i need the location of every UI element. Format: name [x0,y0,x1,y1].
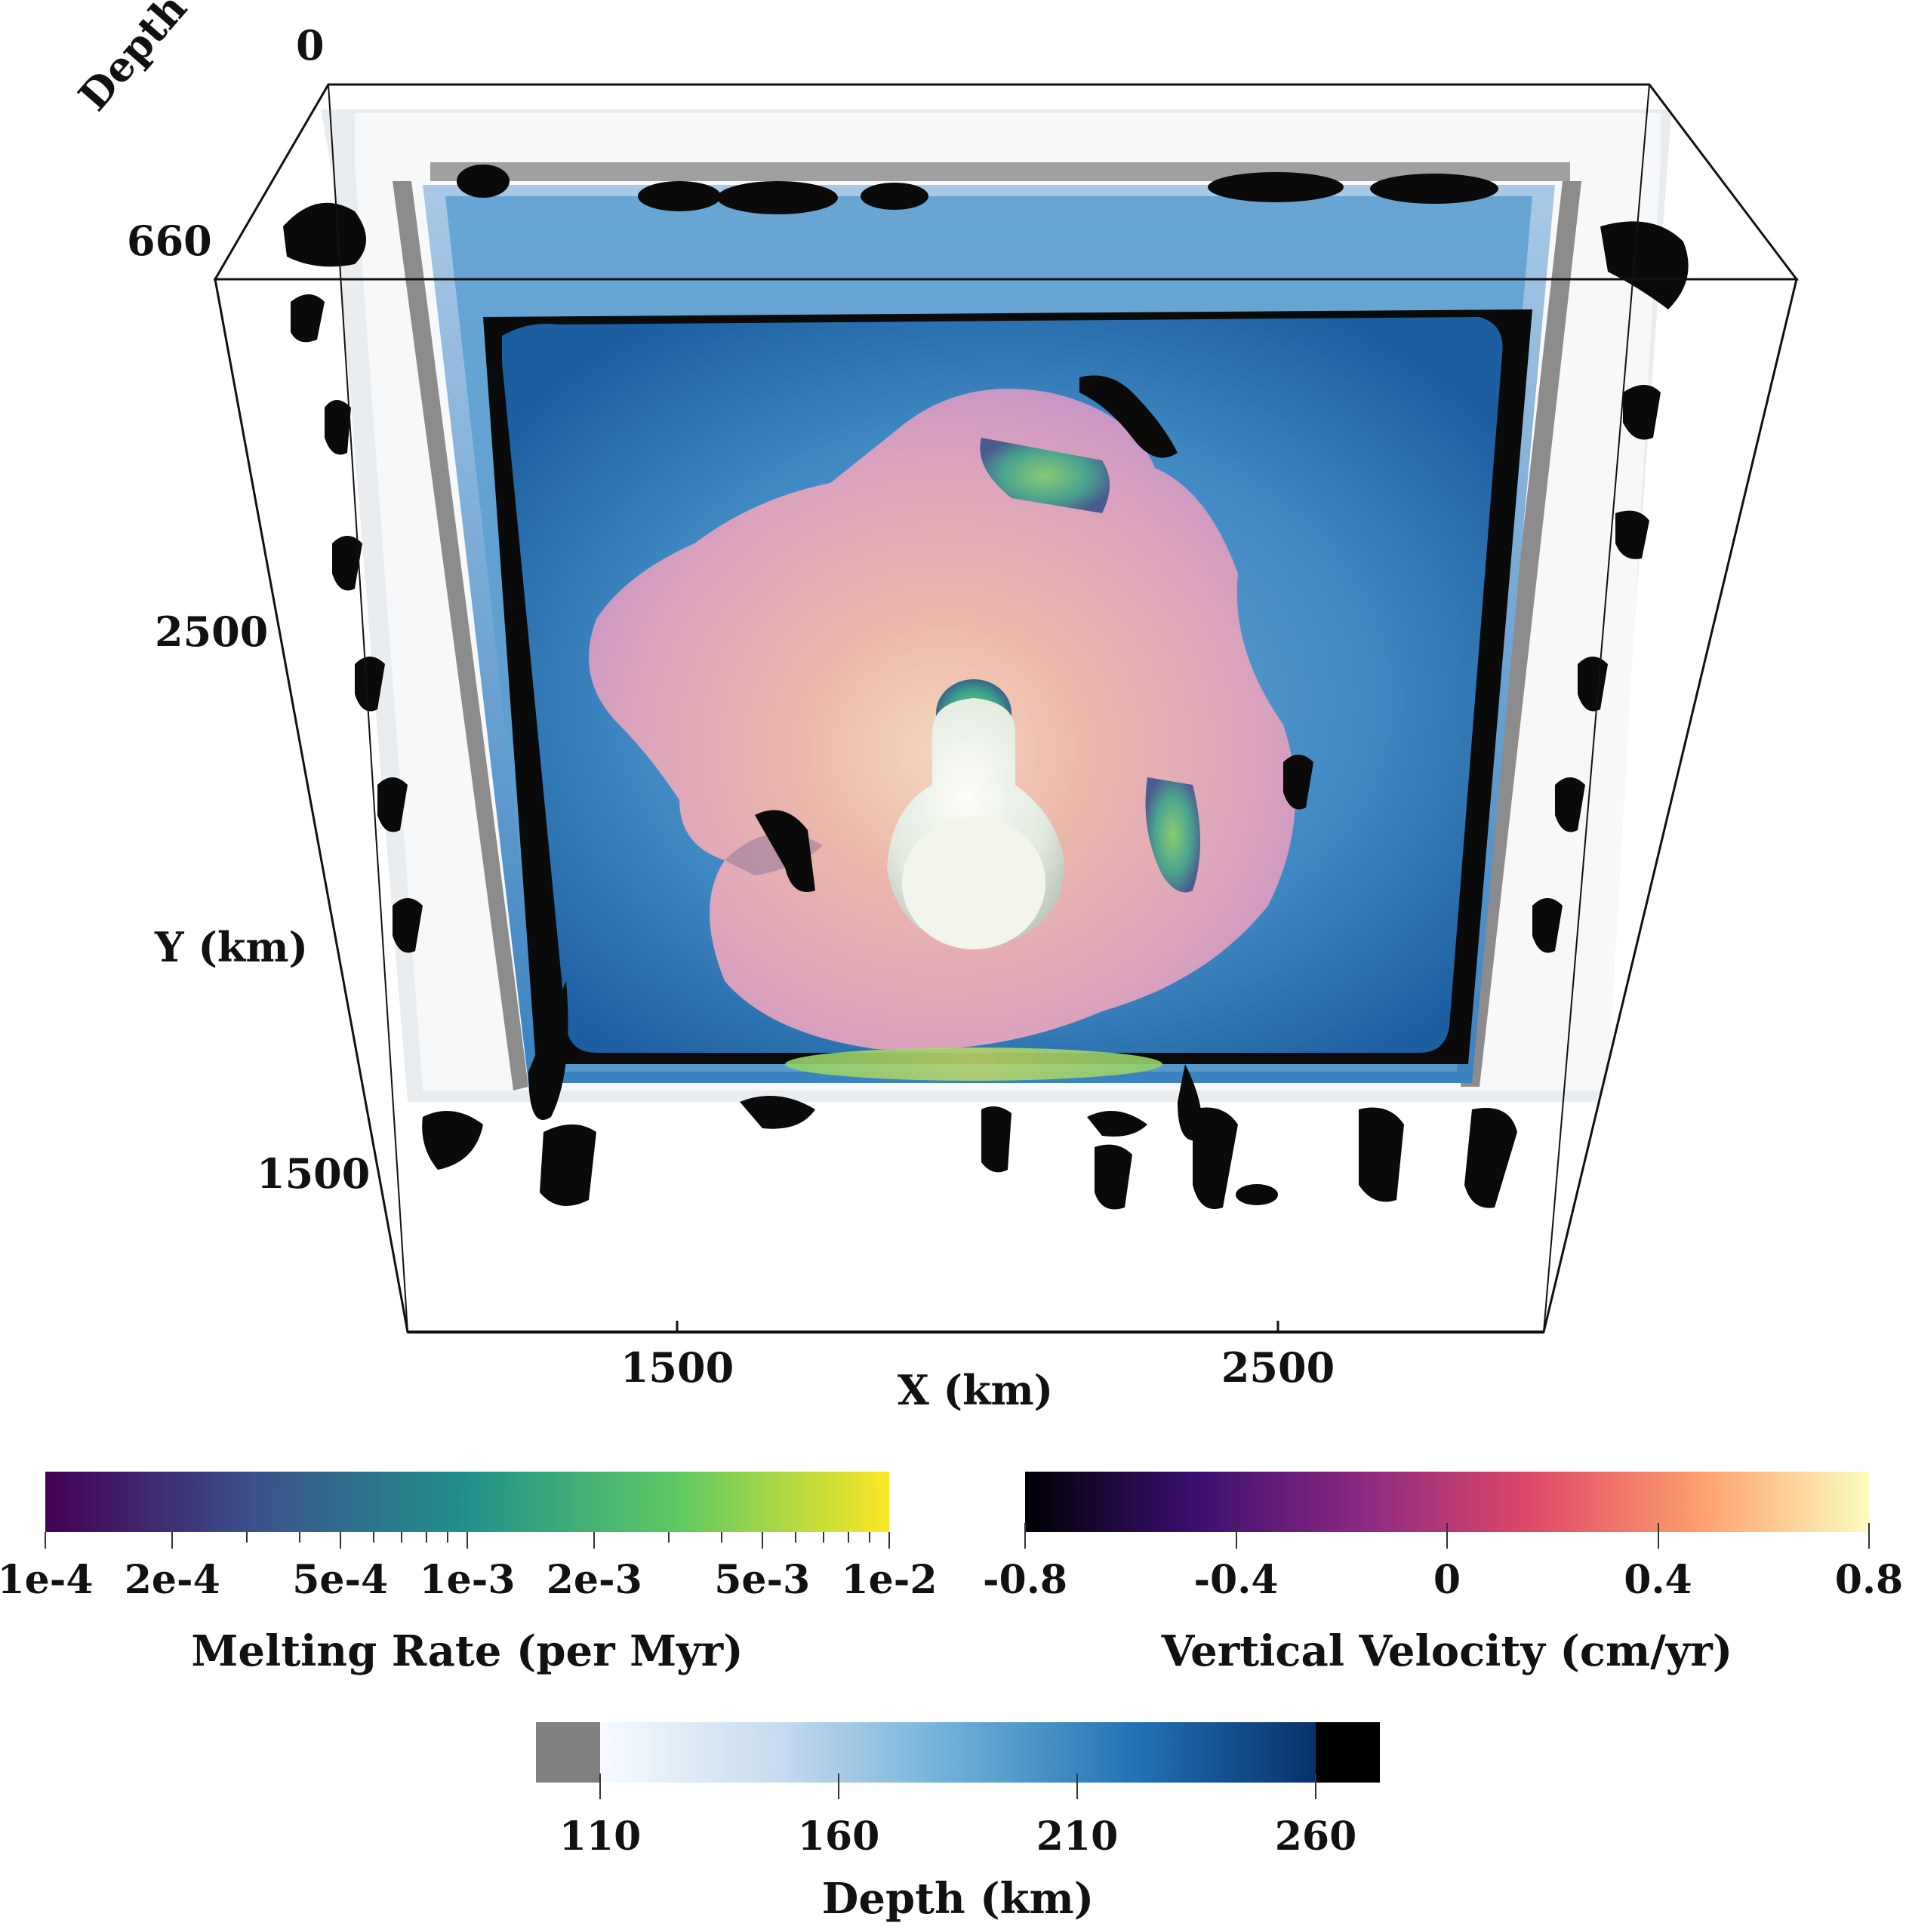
melting-rate-tick--3-2-mark [593,1532,596,1549]
melting-rate-tick--3-5-label: 5e-3 [714,1557,811,1603]
vertical-velocity-colorbar [1025,1472,1869,1532]
volume-render [213,83,1800,1334]
melting-rate-tick--4-8-mark [425,1532,427,1543]
melting-rate-tick--4-5-mark [339,1532,341,1549]
velocity-tick-4-label: 0.8 [1834,1557,1904,1603]
depth-colorbar [536,1722,1380,1783]
depth-tick-0-mark [599,1774,601,1799]
velocity-tick-3-mark [1657,1523,1659,1549]
melting-rate-tick--4-3-mark [245,1532,248,1543]
melting-rate-tick--4-4-mark [298,1532,300,1543]
velocity-tick-1-mark [1235,1523,1237,1549]
melting-rate-tick--3-5-mark [761,1532,763,1549]
melting-rate-tick--4-1-label: 1e-4 [0,1557,94,1603]
melting-rate-tick--4-5-label: 5e-4 [292,1557,389,1603]
velocity-tick-0-label: -0.8 [982,1557,1068,1603]
melting-rate-tick--2-1-mark [888,1532,890,1549]
y-axis-label: Y (km) [155,923,309,971]
depth-tick-1-label: 160 [797,1814,880,1860]
vertical-velocity-title: Vertical Velocity (cm/yr) [1161,1626,1733,1676]
x-axis-label: X (km) [897,1366,1054,1414]
melting-rate-tick--4-9-mark [447,1532,449,1543]
melting-rate-tick--4-7-mark [401,1532,403,1543]
melting-rate-tick--4-2-mark [171,1532,174,1549]
depth-tick-3-label: 260 [1274,1814,1357,1860]
velocity-tick-2-label: 0 [1433,1557,1461,1603]
y-tick-2500: 2500 [155,608,269,656]
melting-rate-tick--2-1-label: 1e-2 [841,1557,938,1603]
melting-rate-tick--4-2-label: 2e-4 [124,1557,220,1603]
melting-rate-tick--3-1-label: 1e-3 [419,1557,516,1603]
melting-rate-tick--3-1-mark [466,1532,468,1549]
melting-rate-tick--4-1-mark [45,1532,46,1549]
depth-tick-660: 660 [127,217,212,265]
velocity-tick-4-mark [1868,1523,1870,1549]
depth-tick-1-mark [838,1774,839,1799]
depth-tick-0-label: 110 [559,1814,642,1860]
depth-tick-2-mark [1076,1774,1078,1799]
melting-rate-title: Melting Rate (per Myr) [191,1626,744,1676]
melting-rate-tick--3-8-mark [847,1532,849,1543]
melting-rate-tick--3-6-mark [794,1532,796,1543]
velocity-tick-3-label: 0.4 [1624,1557,1692,1603]
velocity-tick-1-label: -0.4 [1193,1557,1279,1603]
velocity-tick-0-mark [1024,1523,1026,1549]
melting-rate-tick--3-2-label: 2e-3 [546,1557,642,1603]
melting-rate-tick--3-7-mark [823,1532,825,1543]
depth-colorbar-title: Depth (km) [821,1874,1095,1924]
depth-tick-2-label: 210 [1036,1814,1119,1860]
velocity-tick-2-mark [1446,1523,1448,1549]
melting-rate-tick--3-3-mark [667,1532,670,1543]
x-tick-1500: 1500 [620,1343,734,1392]
y-tick-1500: 1500 [257,1149,371,1198]
melting-rate-tick--4-6-mark [372,1532,374,1543]
depth-tick-0: 0 [296,21,325,69]
melting-rate-tick--3-4-mark [720,1532,722,1543]
melting-rate-tick--3-9-mark [869,1532,871,1543]
depth-tick-3-mark [1315,1774,1316,1799]
x-tick-2500: 2500 [1221,1343,1335,1392]
melting-rate-colorbar [45,1472,889,1532]
